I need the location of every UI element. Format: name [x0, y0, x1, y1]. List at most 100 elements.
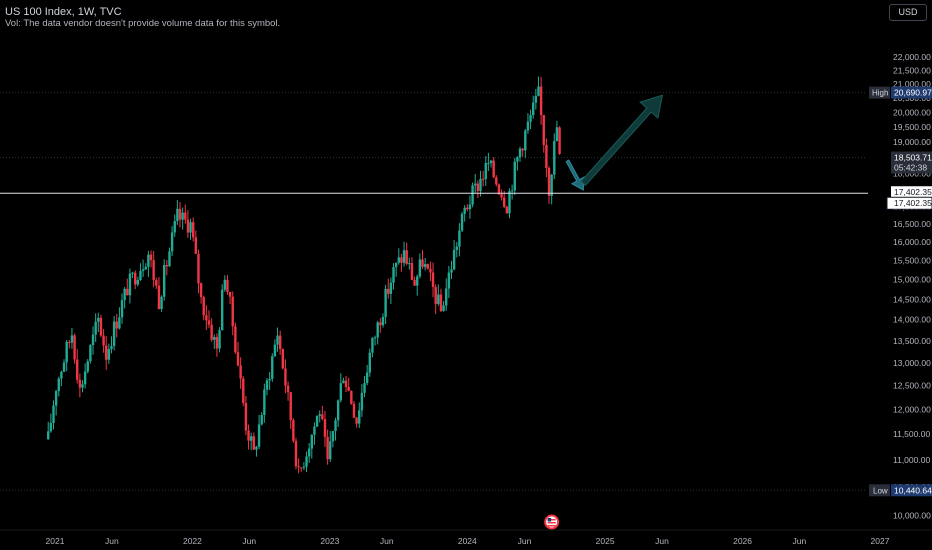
candle-body [57, 378, 60, 392]
candle-body [202, 297, 205, 316]
candle-body [505, 206, 509, 214]
price-tick-label: 20,000.00 [893, 107, 931, 117]
candle-body [294, 440, 298, 467]
time-tick-label: 2021 [46, 536, 65, 546]
candle-body [537, 86, 540, 96]
price-tick-label: 14,000.00 [893, 315, 931, 325]
high-value-box [891, 86, 932, 99]
candle-body [497, 184, 501, 195]
candle-body [263, 389, 266, 416]
candle-body [405, 250, 408, 264]
candle-body [442, 305, 445, 312]
candle-body [474, 183, 477, 186]
candle-body [205, 315, 208, 321]
candle-body [526, 121, 530, 131]
us-flag-stripe [547, 522, 556, 524]
currency-button[interactable]: USD [889, 4, 927, 21]
candle-body [460, 213, 464, 231]
candle-body [81, 384, 84, 388]
candle-body [434, 286, 437, 304]
arrow-up-annotation[interactable] [580, 94, 664, 187]
candle-body [157, 285, 161, 310]
candle-body [181, 212, 184, 220]
candle-body [429, 268, 432, 273]
candle-body [360, 392, 364, 411]
candle-body [223, 279, 227, 290]
symbol-title: US 100 Index, 1W, TVC [5, 6, 122, 18]
candle-body [302, 466, 306, 468]
price-tick-label: 13,000.00 [893, 358, 931, 368]
candle-body [152, 260, 155, 281]
candle-body [257, 424, 261, 447]
candle-body [102, 335, 105, 346]
candle-body [305, 456, 308, 467]
candle-body [516, 157, 519, 162]
price-tick-label: 21,000.00 [893, 79, 931, 89]
horizontal-line-price-box [891, 186, 932, 199]
time-tick-label: 2023 [320, 536, 339, 546]
candle-body [321, 414, 324, 420]
price-tick-label: 12,000.00 [893, 404, 931, 414]
candle-body [344, 380, 348, 387]
candle-body [47, 431, 50, 440]
price-tick-label: 15,500.00 [893, 256, 931, 266]
candle-body [508, 191, 511, 214]
candle-body [97, 317, 100, 322]
price-tick-label: 11,500.00 [893, 429, 930, 439]
candle-body [207, 320, 211, 325]
price-tick-label: 14,500.00 [893, 294, 931, 304]
candle-body [481, 178, 485, 180]
price-tick-label: 18,000.00 [893, 169, 931, 179]
candle-body [255, 446, 258, 450]
candle-body [445, 288, 448, 306]
candle-body [421, 259, 424, 267]
candle-body [265, 380, 269, 390]
candle-body [226, 279, 229, 292]
candle-body [542, 114, 545, 145]
candle-body [149, 254, 153, 261]
candle-body [363, 383, 366, 393]
candle-body [289, 392, 292, 421]
candle-body [91, 334, 95, 346]
candle-body [68, 341, 71, 343]
candle-body [126, 288, 129, 296]
candle-body [315, 415, 319, 427]
candle-body [365, 372, 369, 384]
time-tick-label: Jun [242, 536, 256, 546]
candle-body [70, 335, 74, 343]
candle-body [136, 279, 140, 285]
candle-body [347, 386, 350, 391]
crosshair-price: 17,402.35 [894, 198, 932, 208]
candle-body [147, 254, 150, 267]
candle-body [547, 167, 551, 196]
candle-body [76, 359, 79, 380]
price-tick-label: 10,000.00 [893, 510, 931, 520]
candle-body [276, 335, 279, 345]
low-label: Low [873, 486, 888, 495]
candle-body [313, 426, 316, 435]
time-tick-label: Jun [380, 536, 394, 546]
candle-body [249, 436, 253, 441]
candle-body [410, 263, 414, 280]
candle-body [402, 250, 406, 263]
candle-body [394, 262, 398, 268]
candle-body [524, 130, 527, 151]
candle-body [197, 253, 200, 284]
candle-body [307, 448, 311, 457]
us-flag-canton [547, 518, 552, 522]
candle-body [437, 294, 440, 304]
candle-body [173, 221, 176, 233]
candle-body [492, 160, 495, 178]
candle-body [112, 321, 116, 347]
arrow-down-annotation[interactable] [565, 159, 585, 191]
candle-body [62, 362, 66, 372]
candle-body [400, 257, 403, 263]
candle-body [49, 422, 53, 432]
candle-body [553, 141, 556, 175]
candle-body [213, 337, 216, 340]
candle-body [342, 380, 345, 384]
candle-body [234, 326, 237, 353]
candle-body [339, 383, 342, 401]
candle-body [73, 335, 76, 360]
